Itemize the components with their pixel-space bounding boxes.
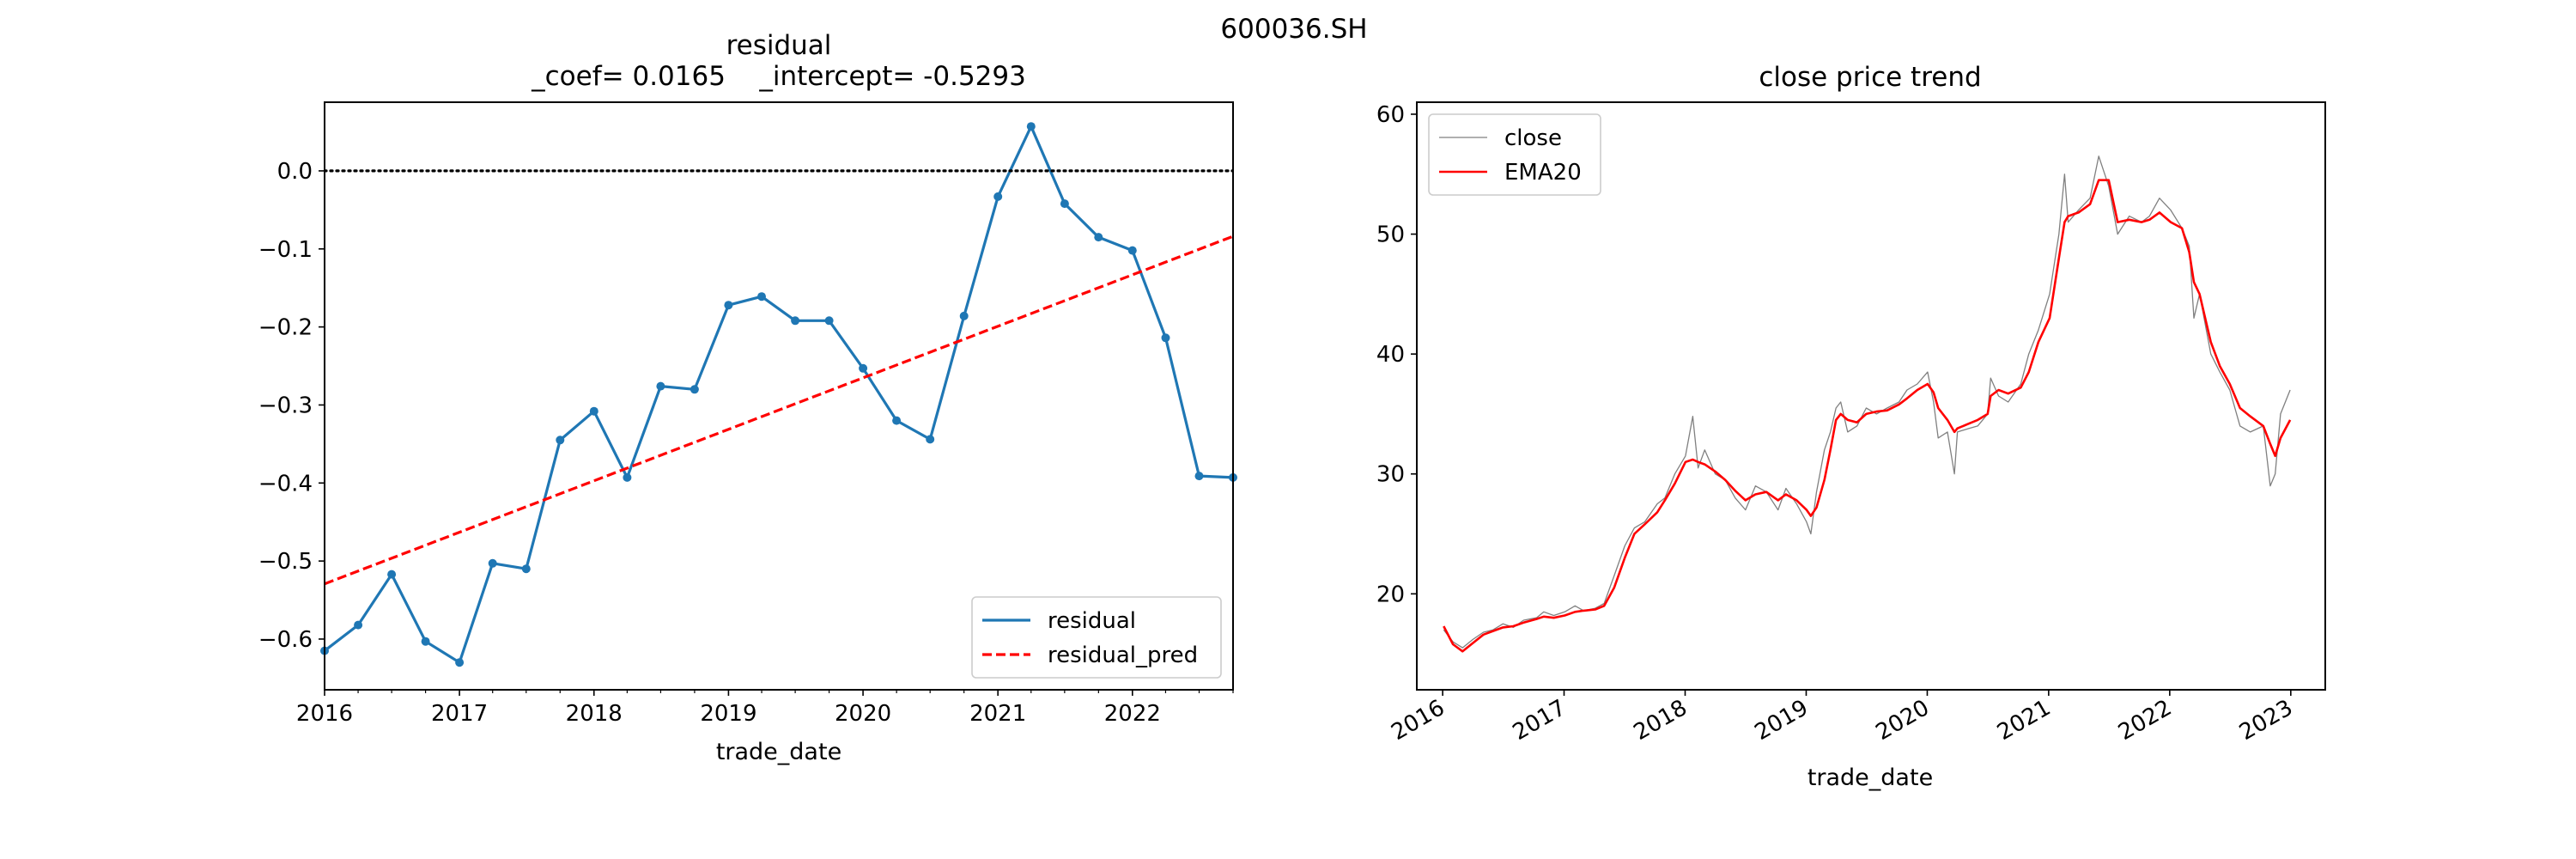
close-price-series-group [1443,155,2292,653]
close-price-y-tick-label: 20 [1376,582,1405,607]
residual-x-axis-label: trade_date [716,739,841,765]
figure-title: 600036.SH [1220,14,1367,45]
residual-y-tick-label: 0.0 [277,159,313,185]
residual-legend-label-residual-pred: residual_pred [1048,643,1198,668]
close-price-chart-title: close price trend [1759,62,1981,93]
residual-point-residual [791,316,800,326]
residual-x-tick-label: 2018 [566,701,623,727]
residual-series-residual-pred-line [325,235,1233,586]
residual-legend-label-residual: residual [1048,608,1136,634]
residual-chart-title: residual_coef= 0.0165 _intercept= -0.529… [531,30,1026,92]
residual-point-residual [521,564,531,574]
residual-point-residual [1161,333,1170,343]
residual-chart-title-line: _coef= 0.0165 _intercept= -0.5293 [531,61,1026,92]
residual-x-tick-label: 2020 [835,701,891,727]
residual-legend-box [971,596,1222,679]
residual-y-tick-label: −0.2 [258,315,313,341]
residual-y-tick-label: −0.4 [258,471,313,497]
residual-point-residual [1127,246,1137,255]
residual-x-axis: 2016 2017 2018 2019 2020 2021 2022 [296,690,1234,727]
close-price-legend-box [1428,113,1601,196]
residual-point-residual [455,658,465,667]
close-price-series-ema20-line [1443,179,2292,653]
close-price-legend-label-ema20: EMA20 [1504,160,1582,186]
residual-point-residual [724,301,733,310]
residual-series-residual-line [325,125,1233,664]
residual-point-residual [757,292,766,302]
close-price-y-tick-label: 30 [1376,462,1405,488]
residual-x-tick-label: 2021 [969,701,1026,727]
close-price-y-tick-label: 50 [1376,222,1405,248]
residual-point-residual [589,406,598,416]
residual-y-axis: −0.6 −0.5 −0.4 −0.3 −0.2 −0.1 0.0 [258,159,325,653]
residual-y-tick-label: −0.6 [258,627,313,653]
residual-point-residual [824,316,834,326]
residual-chart-title-line: residual [726,30,832,61]
residual-x-tick-label: 2017 [431,701,488,727]
residual-point-residual [623,472,632,482]
residual-point-residual [959,311,969,320]
residual-point-residual [690,385,699,394]
residual-legend: residual residual_pred [971,596,1222,679]
residual-y-tick-label: −0.3 [258,393,313,418]
residual-point-residual [993,192,1003,201]
residual-point-residual [1026,122,1036,131]
residual-y-tick-label: −0.5 [258,549,313,575]
residual-axes-frame [324,101,1234,691]
residual-chart: residual_coef= 0.0165 _intercept= -0.529… [258,30,1237,765]
residual-point-residual [387,570,397,579]
close-price-y-axis: 20 30 40 50 60 [1376,102,1417,607]
residual-point-residual [556,436,565,445]
close-price-plot-area [1443,155,2292,653]
residual-point-residual [656,381,665,391]
residual-point-residual [1060,199,1069,209]
residual-x-tick-label: 2016 [296,701,353,727]
residual-point-residual [892,416,902,425]
residual-point-residual [421,637,430,646]
residual-plot-area [320,122,1237,667]
residual-point-residual [354,620,363,630]
residual-point-residual [1194,472,1204,481]
residual-series-group [325,125,1233,664]
close-price-y-tick-label: 60 [1376,102,1405,128]
close-price-axes-frame [1416,101,2326,691]
close-price-x-axis-label: trade_date [1807,765,1933,791]
residual-point-residual [926,435,935,444]
residual-point-residual [859,363,868,373]
residual-x-tick-label: 2019 [700,701,756,727]
residual-x-tick-label: 2022 [1104,701,1161,727]
close-price-legend-label-close: close [1504,125,1562,151]
residual-point-residual [1094,233,1103,242]
residual-point-residual [488,558,497,568]
close-price-y-tick-label: 40 [1376,342,1405,368]
close-price-legend: close EMA20 [1428,113,1601,196]
residual-y-tick-label: −0.1 [258,237,313,263]
close-price-series-close-line [1443,155,2291,649]
